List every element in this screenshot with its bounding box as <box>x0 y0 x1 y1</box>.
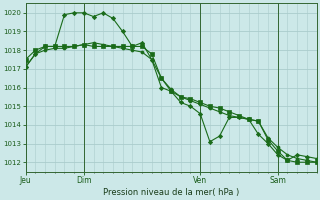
X-axis label: Pression niveau de la mer( hPa ): Pression niveau de la mer( hPa ) <box>103 188 239 197</box>
